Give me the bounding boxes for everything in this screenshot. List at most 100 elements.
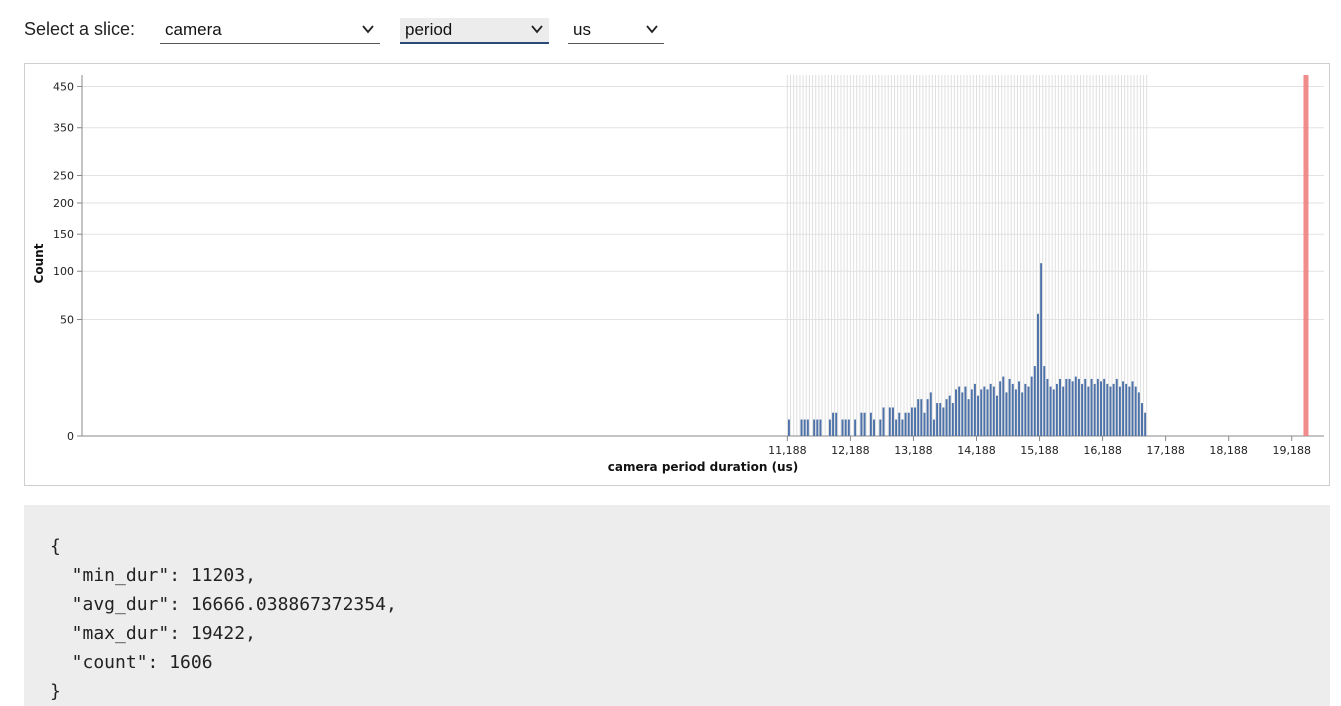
- histogram-bar: [1002, 376, 1005, 436]
- histogram-bar: [970, 389, 973, 436]
- histogram-bar: [869, 412, 872, 436]
- histogram-bar: [898, 412, 901, 436]
- histogram-bar: [1081, 383, 1084, 436]
- slice-select-value: camera: [165, 20, 222, 39]
- histogram-bar: [989, 383, 992, 436]
- histogram-bar: [948, 395, 951, 436]
- histogram-bar: [1005, 392, 1008, 436]
- histogram-bar: [967, 399, 970, 436]
- histogram-bar: [917, 399, 920, 436]
- x-axis-title: camera period duration (us): [608, 460, 798, 474]
- histogram-bar: [803, 419, 806, 436]
- histogram-bar: [1103, 378, 1106, 436]
- chevron-down-icon: [531, 25, 543, 34]
- histogram-bar: [1027, 386, 1030, 436]
- histogram-bar: [1074, 376, 1077, 436]
- metric-select-value: period: [405, 20, 453, 39]
- histogram-bar: [828, 419, 831, 436]
- chevron-down-icon: [646, 25, 658, 34]
- histogram-bar: [1122, 381, 1125, 436]
- json-line-count: "count": 1606: [50, 652, 213, 673]
- histogram-bar: [891, 407, 894, 436]
- histogram-bar: [932, 419, 935, 436]
- histogram-bar: [1030, 376, 1033, 436]
- histogram-bar: [929, 392, 932, 436]
- histogram-bar: [1087, 386, 1090, 436]
- histogram-bar: [986, 389, 989, 436]
- histogram-bar: [1011, 383, 1014, 436]
- metric-select[interactable]: period: [400, 18, 549, 44]
- histogram-bar: [926, 399, 929, 436]
- histogram-bar: [1021, 392, 1024, 436]
- json-line-max: "max_dur": 19422,: [50, 623, 256, 644]
- histogram-bar: [813, 419, 816, 436]
- slice-select[interactable]: camera: [160, 18, 380, 44]
- histogram-bar: [835, 412, 838, 436]
- histogram-bar: [873, 419, 876, 436]
- histogram-bar: [992, 386, 995, 436]
- histogram-bar: [1125, 383, 1128, 436]
- histogram-bar: [923, 412, 926, 436]
- unit-select[interactable]: us: [568, 18, 664, 44]
- y-tick-label: 250: [53, 169, 74, 182]
- y-tick-label: 200: [53, 197, 74, 210]
- histogram-bar: [1077, 378, 1080, 436]
- histogram-bar: [841, 419, 844, 436]
- histogram-bar: [1024, 383, 1027, 436]
- x-tick-label: 19,188: [1272, 444, 1311, 457]
- histogram-bar: [787, 419, 790, 436]
- histogram-bar: [920, 399, 923, 436]
- histogram-bar: [1062, 386, 1065, 436]
- histogram-bar: [1059, 378, 1062, 436]
- y-tick-label: 50: [60, 313, 74, 326]
- histogram-bar: [1137, 392, 1140, 436]
- histogram-bar: [854, 419, 857, 436]
- histogram-bar: [901, 419, 904, 436]
- stats-json-text: { "min_dur": 11203, "avg_dur": 16666.038…: [50, 532, 397, 706]
- histogram-bar: [1112, 383, 1115, 436]
- histogram-bar: [1109, 386, 1112, 436]
- histogram-bar: [939, 403, 942, 436]
- histogram-bar: [914, 407, 916, 436]
- histogram-bar: [936, 403, 939, 436]
- histogram-bar: [1040, 263, 1043, 436]
- histogram-bar: [860, 412, 863, 436]
- chevron-down-icon: [362, 25, 374, 34]
- histogram-bar: [1052, 389, 1055, 436]
- json-line-min: "min_dur": 11203,: [50, 565, 256, 586]
- y-tick-label: 100: [53, 265, 74, 278]
- histogram-bar: [832, 412, 835, 436]
- histogram-bar: [1071, 381, 1074, 436]
- histogram-bar: [996, 395, 998, 436]
- histogram-bar: [1046, 378, 1049, 436]
- histogram-bar: [1131, 381, 1134, 436]
- duration-histogram: 0 50 100 150 200 250 350 450 11,188 12,188 13,188 1…: [32, 75, 1324, 474]
- histogram-bar: [951, 403, 954, 436]
- y-tick-label: 150: [53, 228, 74, 241]
- histogram-bar: [888, 407, 891, 436]
- json-open-brace: {: [50, 536, 61, 557]
- histogram-bar: [1141, 403, 1143, 436]
- histogram-bar: [1068, 378, 1071, 436]
- histogram-bar: [863, 412, 866, 436]
- histogram-bar: [999, 381, 1002, 436]
- x-tick-label: 16,188: [1083, 444, 1122, 457]
- histogram-bar: [1008, 378, 1011, 436]
- histogram-bar: [907, 412, 910, 436]
- unit-select-value: us: [573, 20, 591, 39]
- histogram-bar: [1134, 386, 1137, 436]
- x-tick-label: 11,188: [768, 444, 807, 457]
- histogram-bar: [1096, 378, 1099, 436]
- slice-label: Select a slice:: [24, 19, 136, 39]
- histogram-bar: [1118, 386, 1121, 436]
- histogram-bar: [980, 389, 983, 436]
- histogram-bar: [910, 407, 913, 436]
- histogram-bar: [1093, 383, 1096, 436]
- histogram-bar: [1055, 383, 1058, 436]
- x-tick-label: 17,188: [1146, 444, 1185, 457]
- histogram-bar: [1090, 378, 1093, 436]
- slice-toolbar: Select a slice: camera period us: [0, 0, 1341, 60]
- histogram-bar: [958, 386, 961, 436]
- histogram-bar: [1018, 381, 1021, 436]
- json-line-avg: "avg_dur": 16666.038867372354,: [50, 594, 397, 615]
